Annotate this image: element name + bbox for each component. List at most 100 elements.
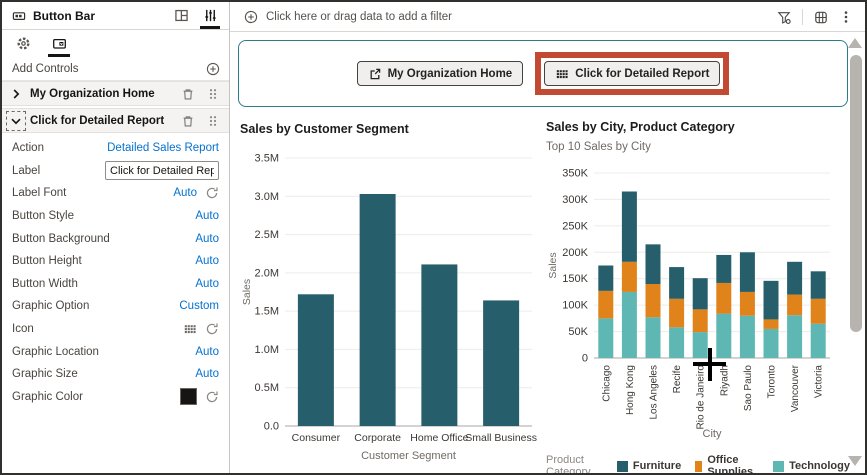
stack-victoria-technology[interactable] (810, 323, 826, 358)
stack-chicago-office-supplies[interactable] (598, 290, 614, 319)
stack-riyadh-technology[interactable] (716, 313, 732, 358)
svg-text:City: City (703, 428, 722, 440)
control-label: Click for Detailed Report (30, 114, 165, 127)
bar-corporate[interactable] (359, 193, 396, 426)
tab-display-controls[interactable] (48, 30, 70, 57)
svg-text:Chicago: Chicago (601, 365, 612, 402)
property-label: Button Style (12, 210, 75, 223)
stack-toronto-office-supplies[interactable] (763, 319, 779, 329)
stack-hong-kong-technology[interactable] (621, 291, 637, 358)
plus-circle-icon (206, 62, 220, 75)
scrollbar-up-arrow[interactable] (848, 38, 862, 48)
trash-icon[interactable] (181, 87, 195, 101)
drag-handle-icon[interactable] (206, 114, 220, 128)
property-label: Label Font (12, 187, 67, 200)
stack-recife-office-supplies[interactable] (669, 298, 685, 328)
trash-icon[interactable] (181, 114, 195, 128)
legend-item-technology[interactable]: Technology (773, 460, 850, 472)
stack-riyadh-office-supplies[interactable] (716, 282, 732, 314)
button-bar-visualization[interactable]: My Organization Home Click for Detailed R… (238, 40, 848, 107)
svg-text:Consumer: Consumer (292, 432, 341, 444)
sales-by-city-plot: 0 50K 100K 150K 200K 250K 300K 350K Chicago Hong … (547, 168, 830, 440)
svg-text:250K: 250K (562, 220, 588, 232)
button-bar-icon (12, 9, 26, 23)
property-value-link[interactable]: Custom (179, 300, 219, 313)
stack-sao-paulo-office-supplies[interactable] (739, 291, 755, 316)
control-row[interactable]: My Organization Home (2, 81, 229, 106)
svg-text:Home Office: Home Office (410, 432, 468, 444)
stack-victoria-office-supplies[interactable] (810, 298, 826, 324)
svg-text:0.5M: 0.5M (255, 382, 279, 394)
color-swatch[interactable] (180, 388, 197, 406)
label-text-input[interactable] (105, 161, 219, 181)
svg-text:Los Angeles: Los Angeles (649, 365, 660, 420)
stack-recife-furniture[interactable] (669, 267, 685, 299)
add-control-button[interactable] (206, 62, 220, 76)
filter-settings-icon[interactable] (777, 10, 791, 24)
stack-recife-technology[interactable] (669, 327, 685, 358)
properties-panel: Button Bar Add Controls My Organization … (2, 2, 230, 473)
reset-icon[interactable] (205, 322, 219, 336)
control-row[interactable]: Click for Detailed Report (2, 108, 229, 133)
legend-item-furniture[interactable]: Furniture (616, 460, 681, 472)
stack-vancouver-technology[interactable] (787, 315, 803, 358)
controls-list: My Organization Home Click for Detailed R… (2, 81, 229, 133)
bar-small-business[interactable] (483, 300, 520, 426)
property-value-link[interactable]: Auto (195, 255, 219, 268)
vertical-scrollbar-thumb[interactable] (850, 55, 862, 332)
reset-icon[interactable] (205, 390, 219, 404)
stack-sao-paulo-furniture[interactable] (739, 252, 755, 292)
properties-sliders-icon[interactable] (199, 2, 221, 29)
panel-header: Button Bar (2, 2, 229, 30)
property-value-link[interactable]: Detailed Sales Report (107, 142, 219, 155)
legend-swatch (695, 460, 703, 472)
button-bar-button[interactable]: Click for Detailed Report (544, 61, 721, 86)
property-value-link[interactable]: Auto (195, 277, 219, 290)
tab-general-gear[interactable] (12, 30, 34, 57)
stack-riyadh-furniture[interactable] (716, 254, 732, 283)
filter-bar[interactable]: Click here or drag data to add a filter (230, 2, 865, 32)
legend-item-office-supplies[interactable]: Office Supplies (695, 454, 759, 473)
stack-vancouver-furniture[interactable] (787, 261, 803, 295)
property-value-link[interactable]: Auto (173, 187, 197, 200)
button-bar-button[interactable]: My Organization Home (356, 61, 524, 86)
stack-victoria-furniture[interactable] (810, 271, 826, 299)
chevron-down-icon[interactable] (6, 110, 26, 131)
stack-chicago-furniture[interactable] (598, 265, 614, 291)
stack-los-angeles-furniture[interactable] (645, 244, 661, 284)
property-label: Icon (12, 323, 34, 336)
stack-rio-de-janeiro-technology[interactable] (692, 332, 708, 358)
reset-icon[interactable] (205, 186, 219, 200)
property-value-link[interactable]: Auto (195, 210, 219, 223)
property-value-link[interactable]: Auto (195, 232, 219, 245)
property-label: Graphic Size (12, 368, 78, 381)
kebab-menu-icon[interactable] (839, 10, 853, 24)
stack-rio-de-janeiro-office-supplies[interactable] (692, 309, 708, 333)
canvas-area: Click here or drag data to add a filter … (230, 2, 865, 473)
stack-chicago-technology[interactable] (598, 318, 614, 358)
display-control-icon (52, 39, 66, 49)
stack-toronto-furniture[interactable] (763, 280, 779, 320)
drag-handle-icon[interactable] (206, 87, 220, 101)
grid-icon[interactable] (183, 322, 197, 336)
stack-rio-de-janeiro-furniture[interactable] (692, 278, 708, 310)
bar-home-office[interactable] (421, 264, 458, 426)
stack-sao-paulo-technology[interactable] (739, 315, 755, 358)
svg-text:Rio de Janeiro: Rio de Janeiro (696, 365, 707, 430)
stack-los-angeles-technology[interactable] (645, 317, 661, 358)
property-value-link[interactable]: Auto (195, 345, 219, 358)
stack-los-angeles-office-supplies[interactable] (645, 284, 661, 318)
layout-grammar-icon[interactable] (170, 2, 192, 29)
crosshair-cursor (708, 348, 712, 381)
stack-toronto-technology[interactable] (763, 328, 779, 358)
stack-hong-kong-office-supplies[interactable] (621, 261, 637, 292)
property-value-link[interactable]: Auto (195, 368, 219, 381)
bar-consumer[interactable] (297, 294, 334, 426)
stack-vancouver-office-supplies[interactable] (787, 294, 803, 316)
chevron-right-icon[interactable] (7, 85, 25, 103)
scrollbar-down-arrow[interactable] (848, 456, 862, 466)
stack-hong-kong-furniture[interactable] (621, 191, 637, 262)
control-actions (181, 114, 220, 128)
canvas-settings-icon[interactable] (814, 10, 828, 24)
